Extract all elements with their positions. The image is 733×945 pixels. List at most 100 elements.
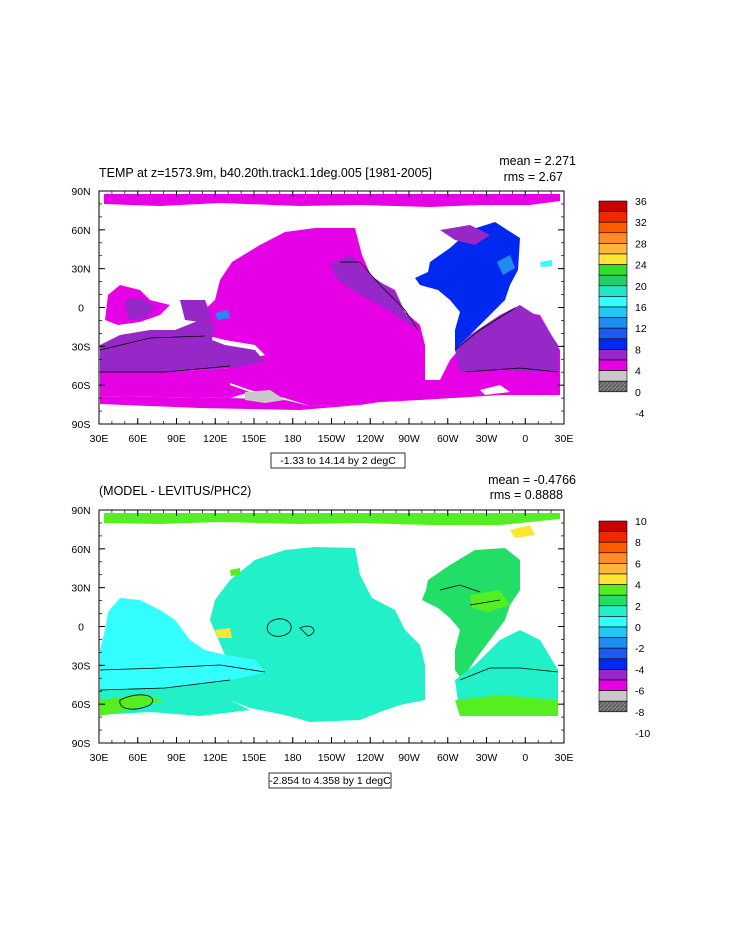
lon-label: 60E — [128, 752, 147, 764]
colorbar-label: 0 — [635, 387, 641, 399]
colorbar-box — [598, 274, 628, 287]
colorbar-box — [598, 531, 628, 543]
colorbar-box — [598, 658, 628, 670]
colorbar-box — [598, 264, 628, 276]
colorbar-box — [598, 243, 628, 255]
lon-label: 180 — [284, 752, 302, 764]
panel-1-contour-info: -1.33 to 14.14 by 2 degC — [280, 455, 396, 467]
colorbar-label: 36 — [635, 196, 647, 208]
lon-label: 120W — [357, 752, 385, 764]
colorbar-box — [598, 349, 628, 361]
lat-label: 60S — [72, 699, 91, 711]
panel-1-mean: mean = 2.271 — [499, 154, 576, 168]
colorbar-box — [598, 605, 628, 617]
lon-label: 180 — [284, 433, 302, 445]
colorbar-box — [598, 573, 628, 585]
colorbar-label: 0 — [635, 622, 641, 634]
colorbar-label: 32 — [635, 217, 647, 229]
lat-label: 60S — [72, 380, 91, 392]
panel-1-rms: rms = 2.67 — [504, 170, 563, 184]
colorbar-box — [598, 563, 628, 575]
lon-label: 90E — [167, 433, 186, 445]
panel-2-lat-labels: 90N 60N 30N 0 30S 60S 90S — [71, 505, 90, 750]
colorbar-box — [598, 679, 628, 691]
colorbar-box — [598, 690, 628, 702]
colorbar-box — [598, 232, 628, 244]
lon-label: 90W — [398, 752, 420, 764]
panel-1-lon-labels: 30E 60E 90E 120E 150E 180 150W 120W 90W 60W 30W 0 30… — [90, 433, 574, 445]
panel-2: (MODEL - LEVITUS/PHC2) mean = -0.4766 rm… — [71, 473, 650, 789]
colorbar-box — [598, 616, 628, 628]
colorbar-label: 28 — [635, 238, 647, 250]
colorbar-label: 2 — [635, 601, 641, 613]
lon-label: 30E — [555, 433, 574, 445]
colorbar-label: 6 — [635, 558, 641, 570]
lat-label: 30S — [72, 341, 91, 353]
colorbar-box — [598, 317, 628, 329]
panel-2-title: (MODEL - LEVITUS/PHC2) — [99, 484, 251, 498]
colorbar-box — [598, 647, 628, 660]
panel-1-colorbar: 36 32 28 24 20 16 12 8 4 0 -4 — [598, 196, 647, 420]
lon-label: 90W — [398, 433, 420, 445]
panel-1-ticks — [98, 190, 565, 425]
lon-label: 30E — [555, 752, 574, 764]
colorbar-box — [598, 338, 628, 350]
lon-label: 0 — [522, 433, 528, 445]
lat-label: 30N — [71, 583, 90, 595]
colorbar-box — [598, 306, 628, 318]
lon-label: 120W — [357, 433, 385, 445]
lat-label: 30S — [72, 660, 91, 672]
colorbar-label: -8 — [635, 707, 644, 719]
colorbar-box — [598, 626, 628, 638]
colorbar-box — [598, 380, 628, 393]
lon-label: 0 — [522, 752, 528, 764]
lon-label: 30E — [90, 433, 109, 445]
panel-1-lat-labels: 90N 60N 30N 0 30S 60S 90S — [71, 186, 90, 431]
colorbar-box — [598, 584, 628, 596]
lat-label: 90N — [71, 186, 90, 198]
panel-1-title: TEMP at z=1573.9m, b40.20th.track1.1deg.… — [99, 166, 432, 180]
lon-label: 60E — [128, 433, 147, 445]
colorbar-label: 20 — [635, 281, 647, 293]
lat-label: 30N — [71, 264, 90, 276]
colorbar-label: -6 — [635, 686, 644, 698]
lat-label: 0 — [78, 622, 84, 634]
colorbar-box — [598, 700, 628, 713]
lon-label: 30E — [90, 752, 109, 764]
colorbar-label: 4 — [635, 366, 641, 378]
panel-2-colorbar: 10 8 6 4 2 0 -2 -4 -6 -8 -10 — [598, 516, 650, 740]
colorbar-box — [598, 552, 628, 564]
colorbar-label: 10 — [635, 516, 647, 528]
lat-label: 0 — [78, 303, 84, 315]
colorbar-box — [598, 541, 628, 554]
lon-label: 150W — [318, 752, 346, 764]
lat-label: 60N — [71, 225, 90, 237]
colorbar-box — [598, 370, 628, 382]
colorbar-box — [598, 637, 628, 649]
colorbar-label: 8 — [635, 344, 641, 356]
colorbar-label: 12 — [635, 323, 647, 335]
colorbar-box — [598, 520, 628, 532]
colorbar-box — [598, 200, 628, 212]
panel-2-contour-info-box — [268, 772, 392, 789]
colorbar-box — [598, 359, 628, 371]
colorbar-box — [598, 253, 628, 265]
lon-label: 90E — [167, 752, 186, 764]
lat-label: 60N — [71, 544, 90, 556]
lon-label: 120E — [203, 433, 228, 445]
lon-label: 30W — [476, 433, 498, 445]
colorbar-label: 4 — [635, 580, 641, 592]
lat-label: 90N — [71, 505, 90, 517]
lon-label: 120E — [203, 752, 228, 764]
colorbar-box — [598, 285, 628, 297]
panel-1: TEMP at z=1573.9m, b40.20th.track1.1deg.… — [71, 154, 647, 469]
panel-2-map — [99, 513, 560, 722]
colorbar-label: -10 — [635, 728, 650, 740]
panel-2-lon-labels: 30E 60E 90E 120E 150E 180 150W 120W 90W 60W 30W 0 30… — [90, 752, 574, 764]
lon-label: 150E — [242, 752, 267, 764]
panel-2-contour-info: -2.854 to 4.358 by 1 degC — [269, 775, 391, 787]
lon-label: 150W — [318, 433, 346, 445]
colorbar-box — [598, 594, 628, 607]
colorbar-box — [598, 327, 628, 340]
